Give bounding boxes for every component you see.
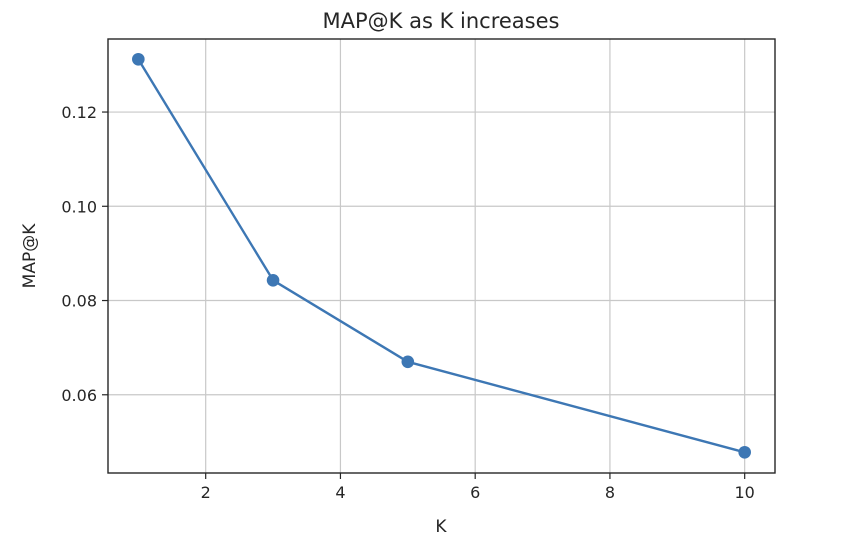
y-tick-label: 0.10 — [61, 197, 97, 216]
x-tick-label: 4 — [335, 483, 345, 502]
series-layer — [132, 52, 751, 459]
data-point — [738, 445, 751, 459]
plot-area-frame — [107, 38, 776, 474]
x-tick-label: 8 — [605, 483, 615, 502]
x-axis-ticks: 2 4 6 8 10 — [201, 473, 755, 502]
data-point — [401, 355, 415, 369]
chart-title: MAP@K as K increases — [323, 9, 560, 33]
x-axis-label: K — [435, 517, 447, 537]
grid — [108, 39, 775, 473]
y-tick-label: 0.06 — [61, 386, 97, 405]
y-tick-label: 0.08 — [61, 292, 97, 311]
data-point — [266, 273, 280, 287]
series-line — [137, 58, 746, 454]
y-tick-label: 0.12 — [61, 103, 97, 122]
x-tick-label: 6 — [470, 483, 480, 502]
data-point — [132, 52, 145, 66]
x-tick-label: 2 — [201, 483, 211, 502]
y-axis-label: MAP@K — [20, 223, 40, 289]
y-axis-ticks: 0.06 0.08 0.10 0.12 — [61, 103, 108, 405]
x-tick-label: 10 — [735, 483, 755, 502]
